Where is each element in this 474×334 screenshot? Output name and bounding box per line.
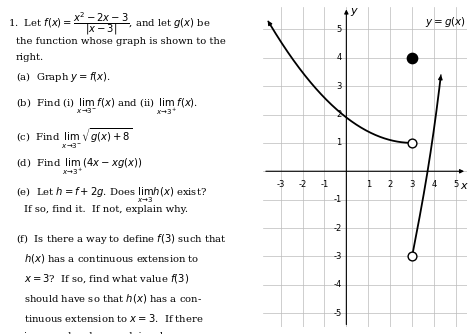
Text: -5: -5 <box>333 309 342 318</box>
Text: x: x <box>460 181 467 191</box>
Text: 3: 3 <box>410 180 415 189</box>
Text: (e)  Let $h = f + 2g$. Does $\lim_{x\to3} h(x)$ exist?: (e) Let $h = f + 2g$. Does $\lim_{x\to3}… <box>16 185 207 205</box>
Point <box>408 55 416 60</box>
Text: -4: -4 <box>333 280 342 289</box>
Text: -2: -2 <box>299 180 307 189</box>
Text: 4: 4 <box>431 180 437 189</box>
Text: 2: 2 <box>388 180 393 189</box>
Text: -3: -3 <box>276 180 285 189</box>
Text: should have so that $h(x)$ has a con-: should have so that $h(x)$ has a con- <box>24 292 201 305</box>
Text: -2: -2 <box>333 223 342 232</box>
Text: (c)  Find $\lim_{x\to3^-} \sqrt{g(x)+8}$: (c) Find $\lim_{x\to3^-} \sqrt{g(x)+8}$ <box>16 127 132 151</box>
Point <box>408 254 416 259</box>
Text: 5: 5 <box>336 25 342 34</box>
Text: is no such value, explain why.: is no such value, explain why. <box>24 332 173 334</box>
Text: -1: -1 <box>333 195 342 204</box>
Text: -1: -1 <box>320 180 328 189</box>
Text: tinuous extension to $x = 3$.  If there: tinuous extension to $x = 3$. If there <box>24 312 203 324</box>
Text: 1: 1 <box>365 180 371 189</box>
Text: 5: 5 <box>453 180 458 189</box>
Text: (f)  Is there a way to define $f(3)$ such that: (f) Is there a way to define $f(3)$ such… <box>16 232 227 246</box>
Text: $y = g(x)$: $y = g(x)$ <box>425 15 466 29</box>
Text: y: y <box>350 6 357 16</box>
Text: right.: right. <box>16 53 44 62</box>
Text: $x = 3$?  If so, find what value $f(3)$: $x = 3$? If so, find what value $f(3)$ <box>24 272 189 285</box>
Text: the function whose graph is shown to the: the function whose graph is shown to the <box>16 37 226 46</box>
Text: If so, find it.  If not, explain why.: If so, find it. If not, explain why. <box>24 205 188 214</box>
Text: -3: -3 <box>333 252 342 261</box>
Text: 3: 3 <box>336 81 342 91</box>
Text: 1.  Let $f(x) = \dfrac{x^2-2x-3}{|x-3|}$, and let $g(x)$ be: 1. Let $f(x) = \dfrac{x^2-2x-3}{|x-3|}$,… <box>8 10 210 37</box>
Text: (b)  Find (i) $\lim_{x\to3^-} f(x)$ and (ii) $\lim_{x\to3^+} f(x)$.: (b) Find (i) $\lim_{x\to3^-} f(x)$ and (… <box>16 97 198 117</box>
Point <box>408 140 416 146</box>
Text: 2: 2 <box>336 110 342 119</box>
Text: 4: 4 <box>336 53 342 62</box>
Text: (d)  Find $\lim_{x\to3^+} (4x - xg(x))$: (d) Find $\lim_{x\to3^+} (4x - xg(x))$ <box>16 157 142 177</box>
Text: (a)  Graph $y = f(x)$.: (a) Graph $y = f(x)$. <box>16 70 110 84</box>
Text: $h(x)$ has a continuous extension to: $h(x)$ has a continuous extension to <box>24 252 199 265</box>
Text: 1: 1 <box>336 138 342 147</box>
